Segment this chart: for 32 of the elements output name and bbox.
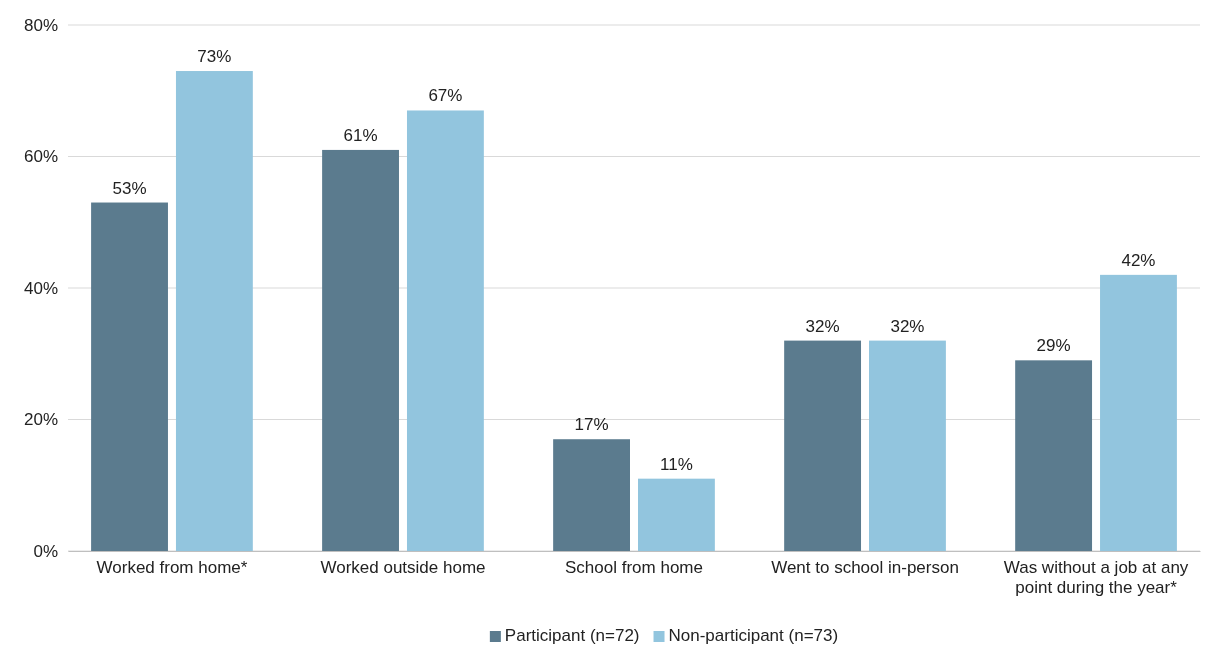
- legend-label: Non-participant (n=73): [668, 626, 839, 645]
- data-label: 29%: [1036, 336, 1071, 356]
- x-tick-label: Was without a job at any point during the year*: [1003, 558, 1189, 598]
- y-tick-label: 60%: [23, 147, 58, 167]
- bar: [784, 340, 862, 551]
- legend-label: Participant (n=72): [504, 626, 640, 645]
- y-tick-label: 40%: [23, 278, 58, 298]
- data-label: 67%: [428, 86, 463, 106]
- bar: [406, 110, 484, 551]
- data-label: 17%: [574, 415, 609, 435]
- data-label: 61%: [343, 125, 378, 145]
- data-label: 11%: [660, 454, 693, 474]
- bar: [322, 149, 399, 551]
- data-label: 32%: [890, 316, 925, 336]
- bar: [553, 439, 630, 551]
- bar: [1100, 274, 1177, 551]
- bar: [869, 340, 946, 551]
- data-label: 53%: [112, 178, 147, 198]
- bar: [91, 202, 168, 551]
- x-tick-label: Worked from home*: [96, 558, 248, 578]
- x-tick-label: Went to school in-person: [771, 558, 959, 578]
- x-tick-label: School from home: [565, 558, 703, 578]
- y-tick-label: 80%: [23, 15, 58, 35]
- bar: [1015, 360, 1093, 551]
- y-tick-label: 0%: [33, 541, 58, 561]
- bar: [175, 71, 253, 551]
- x-tick-label: Worked outside home: [320, 558, 486, 578]
- y-tick-label: 20%: [23, 410, 58, 430]
- data-label: 32%: [805, 316, 840, 336]
- bar: [638, 478, 715, 551]
- data-label: 73%: [197, 47, 232, 67]
- data-label: 42%: [1121, 250, 1156, 270]
